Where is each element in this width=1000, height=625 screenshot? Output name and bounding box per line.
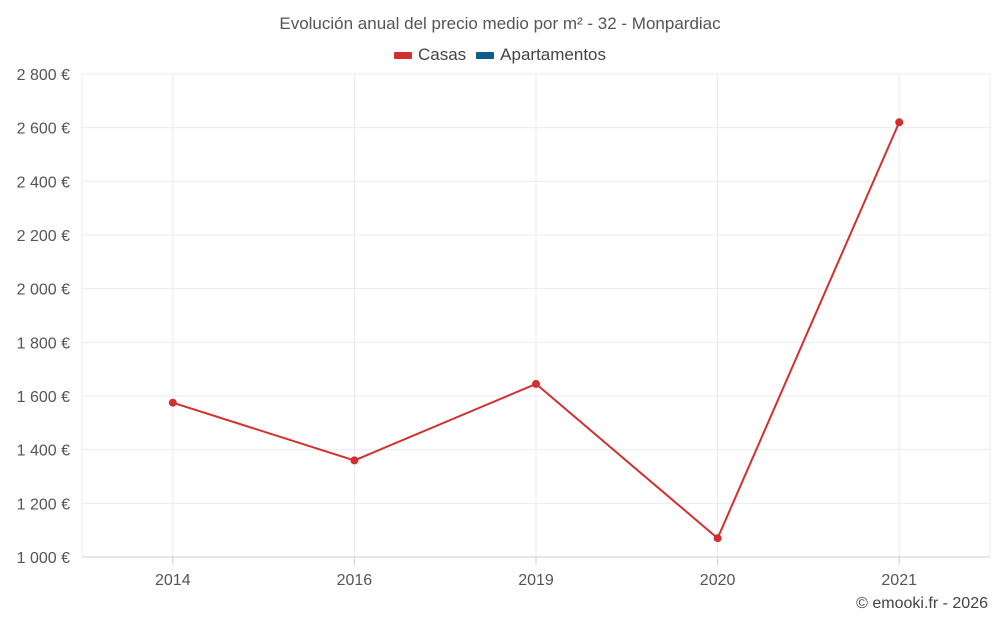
y-tick-label: 1 000 € [17, 550, 70, 567]
legend-swatch-casas [393, 51, 412, 59]
y-tick-label: 1 400 € [17, 443, 70, 460]
y-tick-label: 1 200 € [17, 496, 70, 513]
legend-label-apartamentos: Apartamentos [500, 45, 607, 64]
chart-legend: Casas Apartamentos [0, 45, 1000, 65]
legend-item-apartamentos[interactable]: Apartamentos [476, 45, 606, 65]
y-tick-label: 1 600 € [17, 389, 70, 406]
legend-swatch-apartamentos [476, 51, 495, 59]
legend-label-casas: Casas [417, 45, 467, 64]
chart-title: Evolución anual del precio medio por m² … [279, 14, 721, 33]
y-tick-label: 1 800 € [17, 335, 70, 352]
data-point [713, 534, 722, 543]
data-point [895, 118, 904, 127]
data-point [532, 379, 540, 388]
y-tick-label: 2 800 € [17, 67, 70, 84]
y-tick-label: 2 600 € [17, 121, 70, 138]
y-tick-label: 2 000 € [17, 282, 70, 299]
y-tick-label: 2 200 € [17, 228, 70, 245]
x-tick-label: 2021 [881, 572, 917, 589]
x-tick-label: 2014 [155, 572, 191, 589]
data-point [350, 456, 359, 465]
data-point [168, 398, 177, 407]
credit-text: © emooki.fr - 2026 [856, 595, 988, 612]
x-tick-label: 2019 [518, 572, 554, 589]
x-tick-label: 2016 [337, 572, 373, 589]
legend-item-casas[interactable]: Casas [393, 45, 467, 65]
y-tick-label: 2 400 € [17, 174, 70, 191]
x-tick-label: 2020 [700, 572, 736, 589]
